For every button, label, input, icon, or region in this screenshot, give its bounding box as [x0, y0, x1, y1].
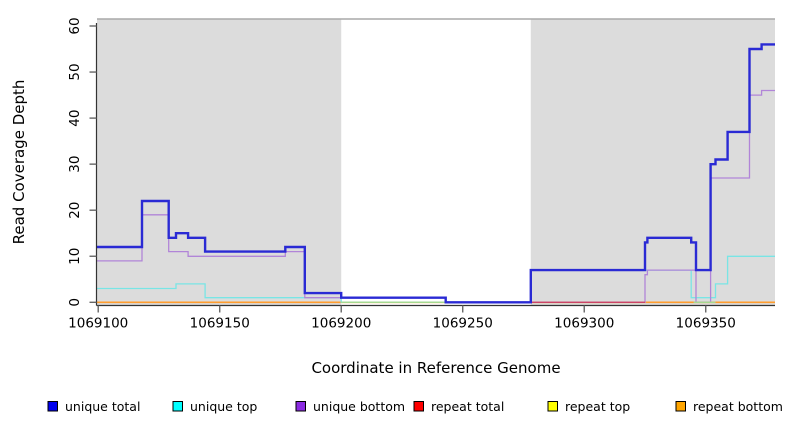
legend-swatch-unique-total — [47, 401, 58, 412]
y-tick-label: 30 — [67, 156, 83, 173]
legend-label-unique-top: unique top — [190, 399, 257, 414]
y-tick-label: 50 — [67, 63, 83, 80]
shaded-region — [530, 19, 775, 305]
legend-swatch-repeat-top — [547, 401, 558, 412]
legend: unique total unique top unique bottom repea… — [47, 399, 783, 414]
series-line-unique-total — [97, 43, 775, 304]
y-tick-label: 0 — [67, 298, 83, 307]
y-tick-label: 60 — [67, 17, 83, 34]
legend-swatch-repeat-bottom — [675, 401, 686, 412]
legend-swatch-unique-top — [172, 401, 183, 412]
shaded-region — [97, 19, 342, 305]
y-tick-label: 20 — [67, 202, 83, 219]
legend-label-repeat-total: repeat total — [431, 399, 504, 414]
y-tick-label: 40 — [67, 110, 83, 127]
legend-label-unique-total: unique total — [65, 399, 140, 414]
legend-label-repeat-bottom: repeat bottom — [693, 399, 783, 414]
x-tick-label: 1069300 — [554, 316, 614, 332]
x-tick-label: 1069150 — [190, 316, 250, 332]
x-tick-label: 1069200 — [311, 316, 371, 332]
legend-label-unique-bottom: unique bottom — [313, 399, 405, 414]
axis-ticks: 1069100 1069150 1069200 1069250 1069300 10693… — [67, 17, 736, 331]
x-tick-label: 1069350 — [676, 316, 736, 332]
y-axis-title: Read Coverage Depth — [10, 80, 28, 245]
series-lines — [97, 43, 775, 304]
legend-swatch-unique-bottom — [295, 401, 306, 412]
x-tick-label: 1069250 — [433, 316, 493, 332]
legend-label-repeat-top: repeat top — [565, 399, 630, 414]
x-tick-label: 1069100 — [68, 316, 128, 332]
shaded-regions — [97, 19, 775, 305]
y-tick-label: 10 — [67, 248, 83, 265]
x-axis-title: Coordinate in Reference Genome — [311, 359, 560, 377]
legend-swatch-repeat-total — [413, 401, 424, 412]
